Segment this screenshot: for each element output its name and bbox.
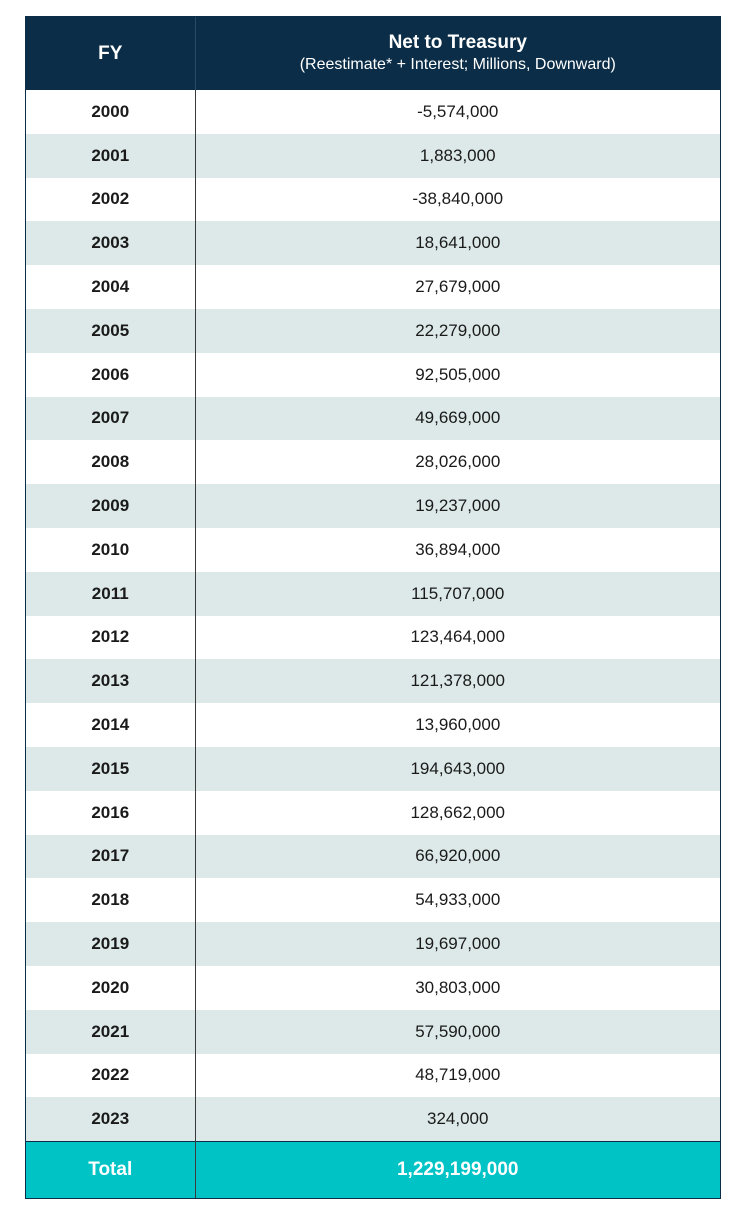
table-row: 2016 128,662,000: [26, 790, 720, 835]
net-column-subtitle: (Reestimate* + Interest; Millions, Downw…: [299, 56, 616, 73]
table-row: 2012 123,464,000: [26, 615, 720, 660]
table-row: 2023 324,000: [26, 1097, 720, 1142]
table-row: 2006 92,505,000: [26, 352, 720, 397]
table-row: 2009 19,237,000: [26, 484, 720, 528]
table-row: 2013 121,378,000: [26, 659, 720, 704]
net-cell: 19,697,000: [195, 922, 720, 966]
fy-cell: 2001: [26, 133, 196, 178]
table-row: 2008 28,026,000: [26, 440, 720, 485]
table-row: 2007 49,669,000: [26, 396, 720, 441]
net-cell: 30,803,000: [195, 965, 720, 1010]
fy-cell: 2013: [26, 659, 196, 704]
total-value: 1,229,199,000: [195, 1141, 720, 1199]
table-row: 2014 13,960,000: [26, 703, 720, 747]
fy-cell: 2021: [26, 1009, 196, 1054]
table-row: 2004 27,679,000: [26, 265, 720, 309]
net-cell: 92,505,000: [195, 352, 720, 397]
net-cell: 115,707,000: [195, 571, 720, 616]
net-cell: 49,669,000: [195, 396, 720, 441]
total-label: Total: [26, 1141, 196, 1199]
table-body: 2000 -5,574,000 2001 1,883,000 2002 -38,840,0…: [26, 90, 720, 1142]
fy-cell: 2011: [26, 571, 196, 616]
net-cell: 18,641,000: [195, 221, 720, 266]
fy-cell: 2017: [26, 834, 196, 879]
net-cell: 28,026,000: [195, 440, 720, 485]
table-row: 2001 1,883,000: [26, 133, 720, 178]
fy-cell: 2020: [26, 965, 196, 1010]
table-header: FY Net to Treasury (Reestimate* + Intere…: [26, 17, 720, 90]
fy-cell: 2007: [26, 396, 196, 441]
fy-cell: 2023: [26, 1097, 196, 1142]
fy-cell: 2002: [26, 177, 196, 222]
net-cell: 36,894,000: [195, 527, 720, 572]
table-row: 2022 48,719,000: [26, 1053, 720, 1098]
net-column-title: Net to Treasury: [388, 32, 527, 53]
net-cell: -38,840,000: [195, 177, 720, 222]
net-to-treasury-table: FY Net to Treasury (Reestimate* + Intere…: [25, 16, 721, 1200]
fy-cell: 2009: [26, 484, 196, 528]
net-cell: 57,590,000: [195, 1009, 720, 1054]
net-cell: 66,920,000: [195, 834, 720, 879]
fy-cell: 2004: [26, 265, 196, 309]
fy-cell: 2008: [26, 440, 196, 485]
header-row: FY Net to Treasury (Reestimate* + Intere…: [26, 17, 720, 90]
fy-cell: 2015: [26, 746, 196, 791]
table-row: 2017 66,920,000: [26, 834, 720, 879]
total-row: Total 1,229,199,000: [26, 1141, 720, 1199]
fy-cell: 2018: [26, 878, 196, 923]
net-cell: 128,662,000: [195, 790, 720, 835]
net-cell: 27,679,000: [195, 265, 720, 309]
fy-cell: 2006: [26, 352, 196, 397]
net-cell: 123,464,000: [195, 615, 720, 660]
fy-cell: 2022: [26, 1053, 196, 1098]
net-cell: 19,237,000: [195, 484, 720, 528]
table-row: 2011 115,707,000: [26, 571, 720, 616]
table-row: 2002 -38,840,000: [26, 177, 720, 222]
table-row: 2021 57,590,000: [26, 1009, 720, 1054]
table-row: 2003 18,641,000: [26, 221, 720, 266]
table-row: 2005 22,279,000: [26, 308, 720, 353]
table-row: 2019 19,697,000: [26, 922, 720, 966]
table-row: 2018 54,933,000: [26, 878, 720, 923]
data-table: FY Net to Treasury (Reestimate* + Intere…: [26, 17, 720, 1199]
fy-cell: 2019: [26, 922, 196, 966]
fy-cell: 2005: [26, 308, 196, 353]
table-row: 2020 30,803,000: [26, 965, 720, 1010]
table-row: 2015 194,643,000: [26, 746, 720, 791]
net-cell: 1,883,000: [195, 133, 720, 178]
net-cell: 194,643,000: [195, 746, 720, 791]
fy-cell: 2012: [26, 615, 196, 660]
net-column-header: Net to Treasury (Reestimate* + Interest;…: [195, 17, 720, 90]
table-footer: Total 1,229,199,000: [26, 1141, 720, 1199]
net-cell: -5,574,000: [195, 90, 720, 134]
net-cell: 13,960,000: [195, 703, 720, 747]
net-cell: 48,719,000: [195, 1053, 720, 1098]
fy-cell: 2003: [26, 221, 196, 266]
fy-column-header: FY: [26, 17, 196, 90]
fy-cell: 2014: [26, 703, 196, 747]
net-cell: 54,933,000: [195, 878, 720, 923]
net-cell: 324,000: [195, 1097, 720, 1142]
fy-cell: 2010: [26, 527, 196, 572]
net-cell: 22,279,000: [195, 308, 720, 353]
net-cell: 121,378,000: [195, 659, 720, 704]
table-row: 2010 36,894,000: [26, 527, 720, 572]
table-row: 2000 -5,574,000: [26, 90, 720, 134]
fy-cell: 2016: [26, 790, 196, 835]
fy-cell: 2000: [26, 90, 196, 134]
